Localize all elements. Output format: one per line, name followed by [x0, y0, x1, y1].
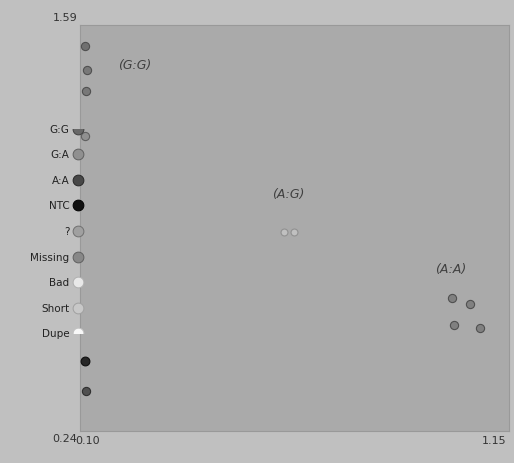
Text: (A:A): (A:A) [435, 263, 467, 275]
Point [74, 228, 82, 235]
Point [448, 295, 456, 302]
Text: ?: ? [64, 226, 69, 237]
Point [81, 43, 89, 50]
Point [74, 202, 82, 210]
Text: (A:G): (A:G) [272, 188, 304, 200]
Point [476, 325, 484, 332]
Point [81, 133, 89, 140]
Text: (G:G): (G:G) [119, 58, 152, 71]
Point [74, 304, 82, 312]
Point [450, 322, 458, 329]
Text: Dupe: Dupe [42, 328, 69, 338]
Point [82, 88, 90, 95]
Text: NTC: NTC [49, 201, 69, 211]
Text: G:G: G:G [50, 125, 69, 135]
Text: Missing: Missing [30, 252, 69, 262]
Point [74, 126, 82, 133]
Point [290, 229, 299, 236]
Text: 0.24: 0.24 [52, 433, 77, 443]
Text: 1.15: 1.15 [482, 435, 506, 445]
Point [74, 177, 82, 184]
Point [74, 253, 82, 261]
Text: G:A: G:A [51, 150, 69, 160]
Text: Bad: Bad [49, 277, 69, 288]
Point [82, 388, 90, 395]
Point [74, 330, 82, 337]
Point [280, 229, 288, 236]
Text: 1.59: 1.59 [52, 13, 77, 23]
Text: Short: Short [42, 303, 69, 313]
Point [81, 358, 89, 365]
Point [466, 301, 474, 308]
Text: 0.10: 0.10 [75, 435, 100, 445]
Point [74, 151, 82, 159]
Point [74, 279, 82, 286]
Point [83, 67, 91, 74]
Text: A:A: A:A [52, 175, 69, 186]
